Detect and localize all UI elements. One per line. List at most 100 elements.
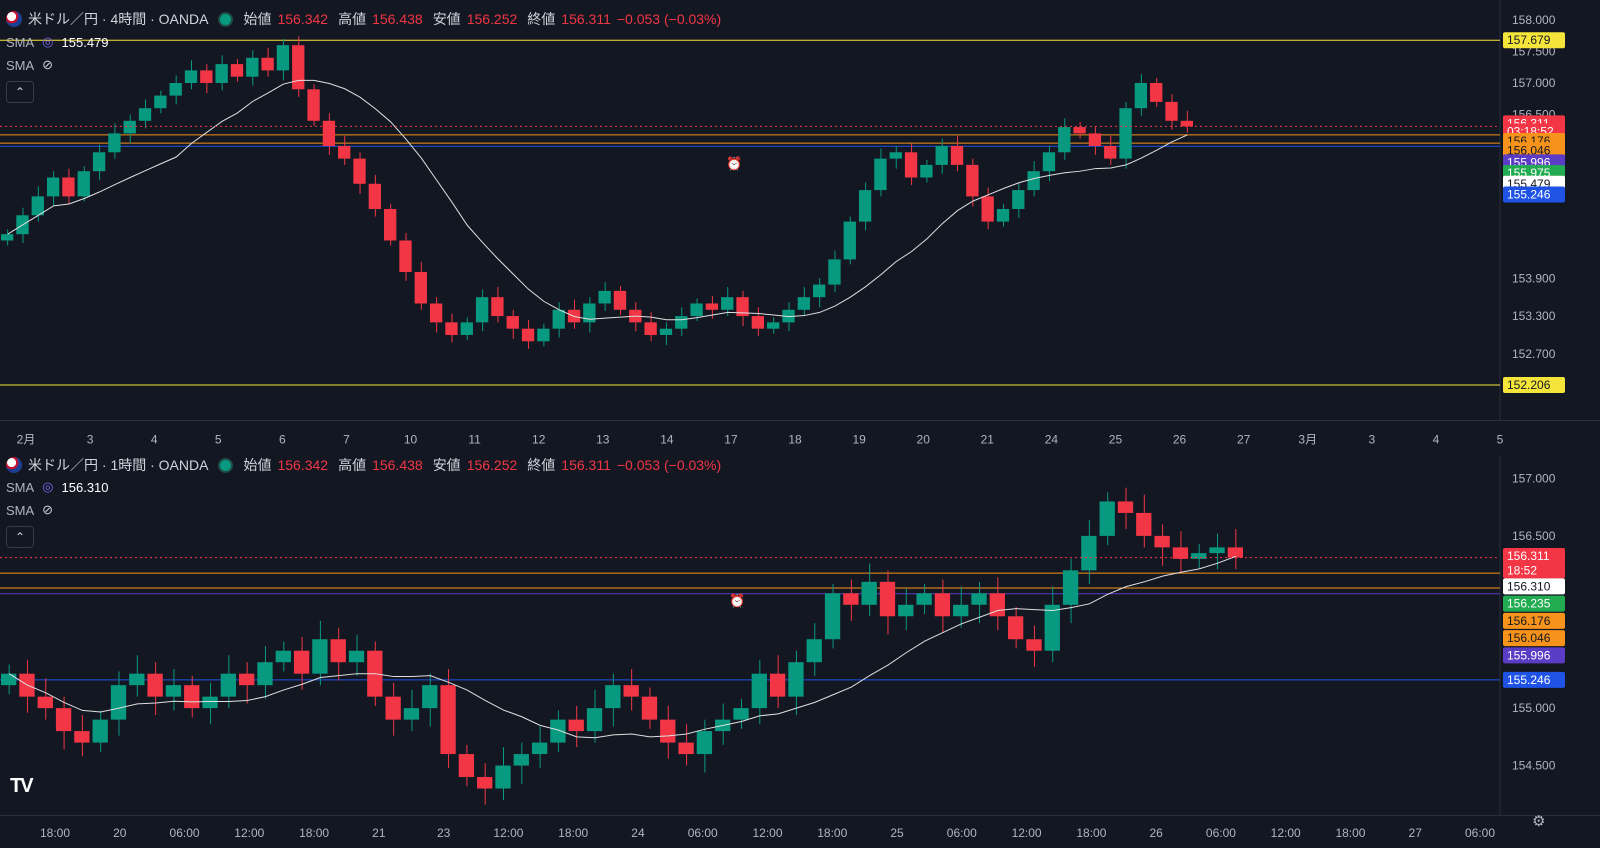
time-tick-label: 06:00 [688, 826, 718, 840]
time-tick-label: 18:00 [299, 826, 329, 840]
candle-body [644, 322, 657, 335]
sma-circle-icon: ◎ [42, 34, 54, 49]
time-tick-label: 12:00 [234, 826, 264, 840]
time-tick-label: 06:00 [947, 826, 977, 840]
price-label-bg [1503, 612, 1565, 629]
sma-1-row[interactable]: SMA ◎ 155.479 [6, 34, 109, 50]
candle-body [129, 673, 145, 686]
time-tick-label: 25 [1109, 433, 1123, 447]
price-label-bg [1503, 647, 1565, 664]
symbol-title[interactable]: 米ドル／円 · 4時間 · OANDA [28, 11, 209, 27]
time-tick-label: 06:00 [1206, 826, 1236, 840]
chart-pane-1h[interactable]: 157.000 156.500 155.000 154.500 156.311 18:52… [0, 455, 1600, 815]
time-axis-4h[interactable]: 2月 3 4 5 6 7 10 11 12 13 14 17 18 19 20 21 24 25 26 27 3月 3 4 5 [0, 420, 1600, 456]
low-value: 156.252 [466, 457, 518, 473]
candle-body [1099, 501, 1115, 536]
candle-body [165, 685, 182, 697]
sma-circle-icon: ◎ [42, 479, 54, 494]
alarm-clock-icon[interactable]: ⏰ [726, 156, 743, 171]
time-tick-label: 3月 [1298, 433, 1317, 447]
chart-1h-svg[interactable]: 157.000156.500155.000154.500156.31118:52… [0, 455, 1600, 815]
price-label: 156.235 [1507, 597, 1551, 611]
sma-line [7, 79, 1188, 321]
price-label: 156.176 [1507, 614, 1551, 628]
candle-body [215, 64, 228, 83]
time-axis-1h[interactable]: 18:00 20 06:00 12:00 18:00 21 23 12:00 18:00 24 06… [0, 815, 1600, 848]
sma-1-row[interactable]: SMA ◎ 156.310 [6, 479, 109, 495]
tradingview-logo[interactable]: TV [10, 775, 34, 797]
candle-body [77, 171, 90, 197]
candle-body [1150, 82, 1163, 102]
candle-body [806, 639, 822, 663]
candle-body [916, 593, 932, 605]
low-key: 安値 [432, 457, 461, 473]
candle-body [385, 696, 401, 720]
candle-body [92, 152, 106, 172]
change-value: −0.053 (−0.03%) [616, 11, 722, 27]
symbol-title[interactable]: 米ドル／円 · 1時間 · OANDA [28, 457, 209, 473]
eye-hidden-icon[interactable]: ⊘ [42, 502, 54, 517]
candle-body [491, 297, 504, 317]
price-label-bg [1503, 578, 1565, 595]
time-tick-label: 5 [1497, 433, 1504, 447]
time-tick-label: 21 [372, 826, 386, 840]
price-tick-label: 155.000 [1512, 701, 1556, 715]
candle-body [660, 719, 676, 743]
candle-body [874, 158, 887, 191]
high-key: 高値 [338, 457, 367, 473]
candle-body [1007, 616, 1024, 640]
collapse-legend-button[interactable]: ⌃ [6, 81, 34, 103]
open-value: 156.342 [277, 11, 329, 27]
candle-body [678, 742, 694, 755]
candle-body [475, 297, 489, 323]
candle-body [605, 685, 621, 709]
candle-body [293, 650, 310, 674]
time-tick-label: 13 [596, 433, 610, 447]
gear-icon[interactable]: ⚙ [1532, 813, 1546, 830]
price-tick-label: 157.000 [1512, 471, 1556, 485]
price-label: 18:52 [1507, 563, 1537, 577]
collapse-legend-button[interactable]: ⌃ [6, 526, 34, 548]
candle-body [769, 673, 786, 697]
market-status-icon [218, 457, 234, 473]
price-axis [1500, 0, 1600, 420]
candle-body [1, 673, 17, 686]
time-tick-label: 18 [788, 433, 802, 447]
chart-pane-4h[interactable]: 158.000 157.500 157.000 156.500 153.900 153.3… [0, 0, 1600, 420]
candle-body [552, 309, 565, 329]
candle-body [1088, 133, 1102, 146]
chart-4h-svg[interactable]: 158.000157.500157.000156.500153.900153.3… [0, 0, 1600, 420]
candle-body [74, 731, 90, 743]
time-tick-label: 7 [343, 433, 350, 447]
candle-body [1180, 120, 1193, 127]
time-tick-label: 18:00 [40, 826, 70, 840]
candle-body [696, 731, 713, 755]
candle-body [37, 696, 53, 709]
time-tick-label: 5 [215, 433, 222, 447]
candle-body [935, 145, 948, 165]
candle-body [220, 673, 237, 697]
candle-body [1117, 501, 1134, 513]
candle-body [403, 708, 420, 720]
legend-4h: 米ドル／円 · 4時間 · OANDA 始値 156.342 高値 156.438 … [6, 9, 721, 29]
candle-body [828, 259, 841, 285]
sma-2-row[interactable]: SMA ⊘ [6, 57, 53, 73]
time-tick-label: 18:00 [1335, 826, 1365, 840]
candle-body [322, 120, 336, 146]
alarm-clock-icon[interactable]: ⏰ [729, 593, 746, 608]
candle-body [108, 133, 121, 153]
candle-body [1165, 101, 1178, 121]
candle-body [110, 685, 127, 720]
sma-value: 156.310 [61, 479, 109, 495]
sma-label: SMA [6, 34, 35, 50]
candle-body [414, 271, 427, 304]
time-tick-label: 20 [917, 433, 931, 447]
candle-body [1012, 190, 1025, 209]
eye-hidden-icon[interactable]: ⊘ [42, 57, 54, 72]
candle-body [1073, 127, 1086, 134]
price-tick-label: 152.700 [1512, 347, 1556, 361]
candle-body [751, 673, 767, 709]
sma-2-row[interactable]: SMA ⊘ [6, 502, 53, 518]
sma-label: SMA [6, 502, 35, 518]
time-tick-label: 23 [437, 826, 451, 840]
